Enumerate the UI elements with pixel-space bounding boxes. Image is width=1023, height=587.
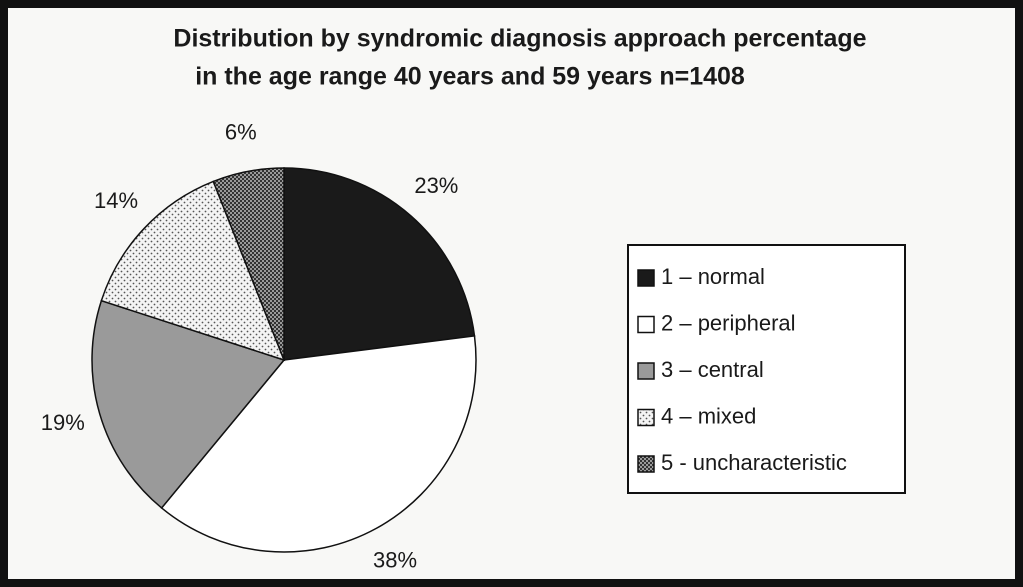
legend-swatch (637, 269, 655, 287)
data-label: 38% (373, 548, 417, 573)
data-label: 19% (41, 410, 85, 435)
pie-slice (160, 335, 477, 553)
chart-title: Distribution by syndromic diagnosis appr… (173, 25, 866, 53)
legend-label: 3 – central (661, 357, 764, 382)
legend-label: 5 - uncharacteristic (661, 450, 847, 475)
pie-slice (100, 180, 286, 362)
legend-swatch (637, 362, 655, 380)
legend-swatch (637, 408, 655, 427)
chart-subtitle: in the age range 40 years and 59 years n… (195, 63, 745, 91)
pie-slice (212, 167, 285, 361)
pie-slice (91, 299, 286, 509)
legend-swatch (637, 315, 655, 334)
legend-label: 2 – peripheral (661, 310, 796, 335)
legend-label: 4 – mixed (661, 403, 756, 428)
legend (627, 244, 906, 494)
pie-slice (283, 167, 476, 361)
data-label: 23% (414, 173, 458, 198)
plot: 23% 38% 19% 14% 6% 1 – normal 2 – peripheral 3 … (41, 119, 847, 572)
legend-label: 1 – normal (661, 264, 765, 289)
data-label: 14% (94, 188, 138, 213)
data-label: 6% (225, 119, 257, 144)
legend-swatch (637, 455, 655, 473)
